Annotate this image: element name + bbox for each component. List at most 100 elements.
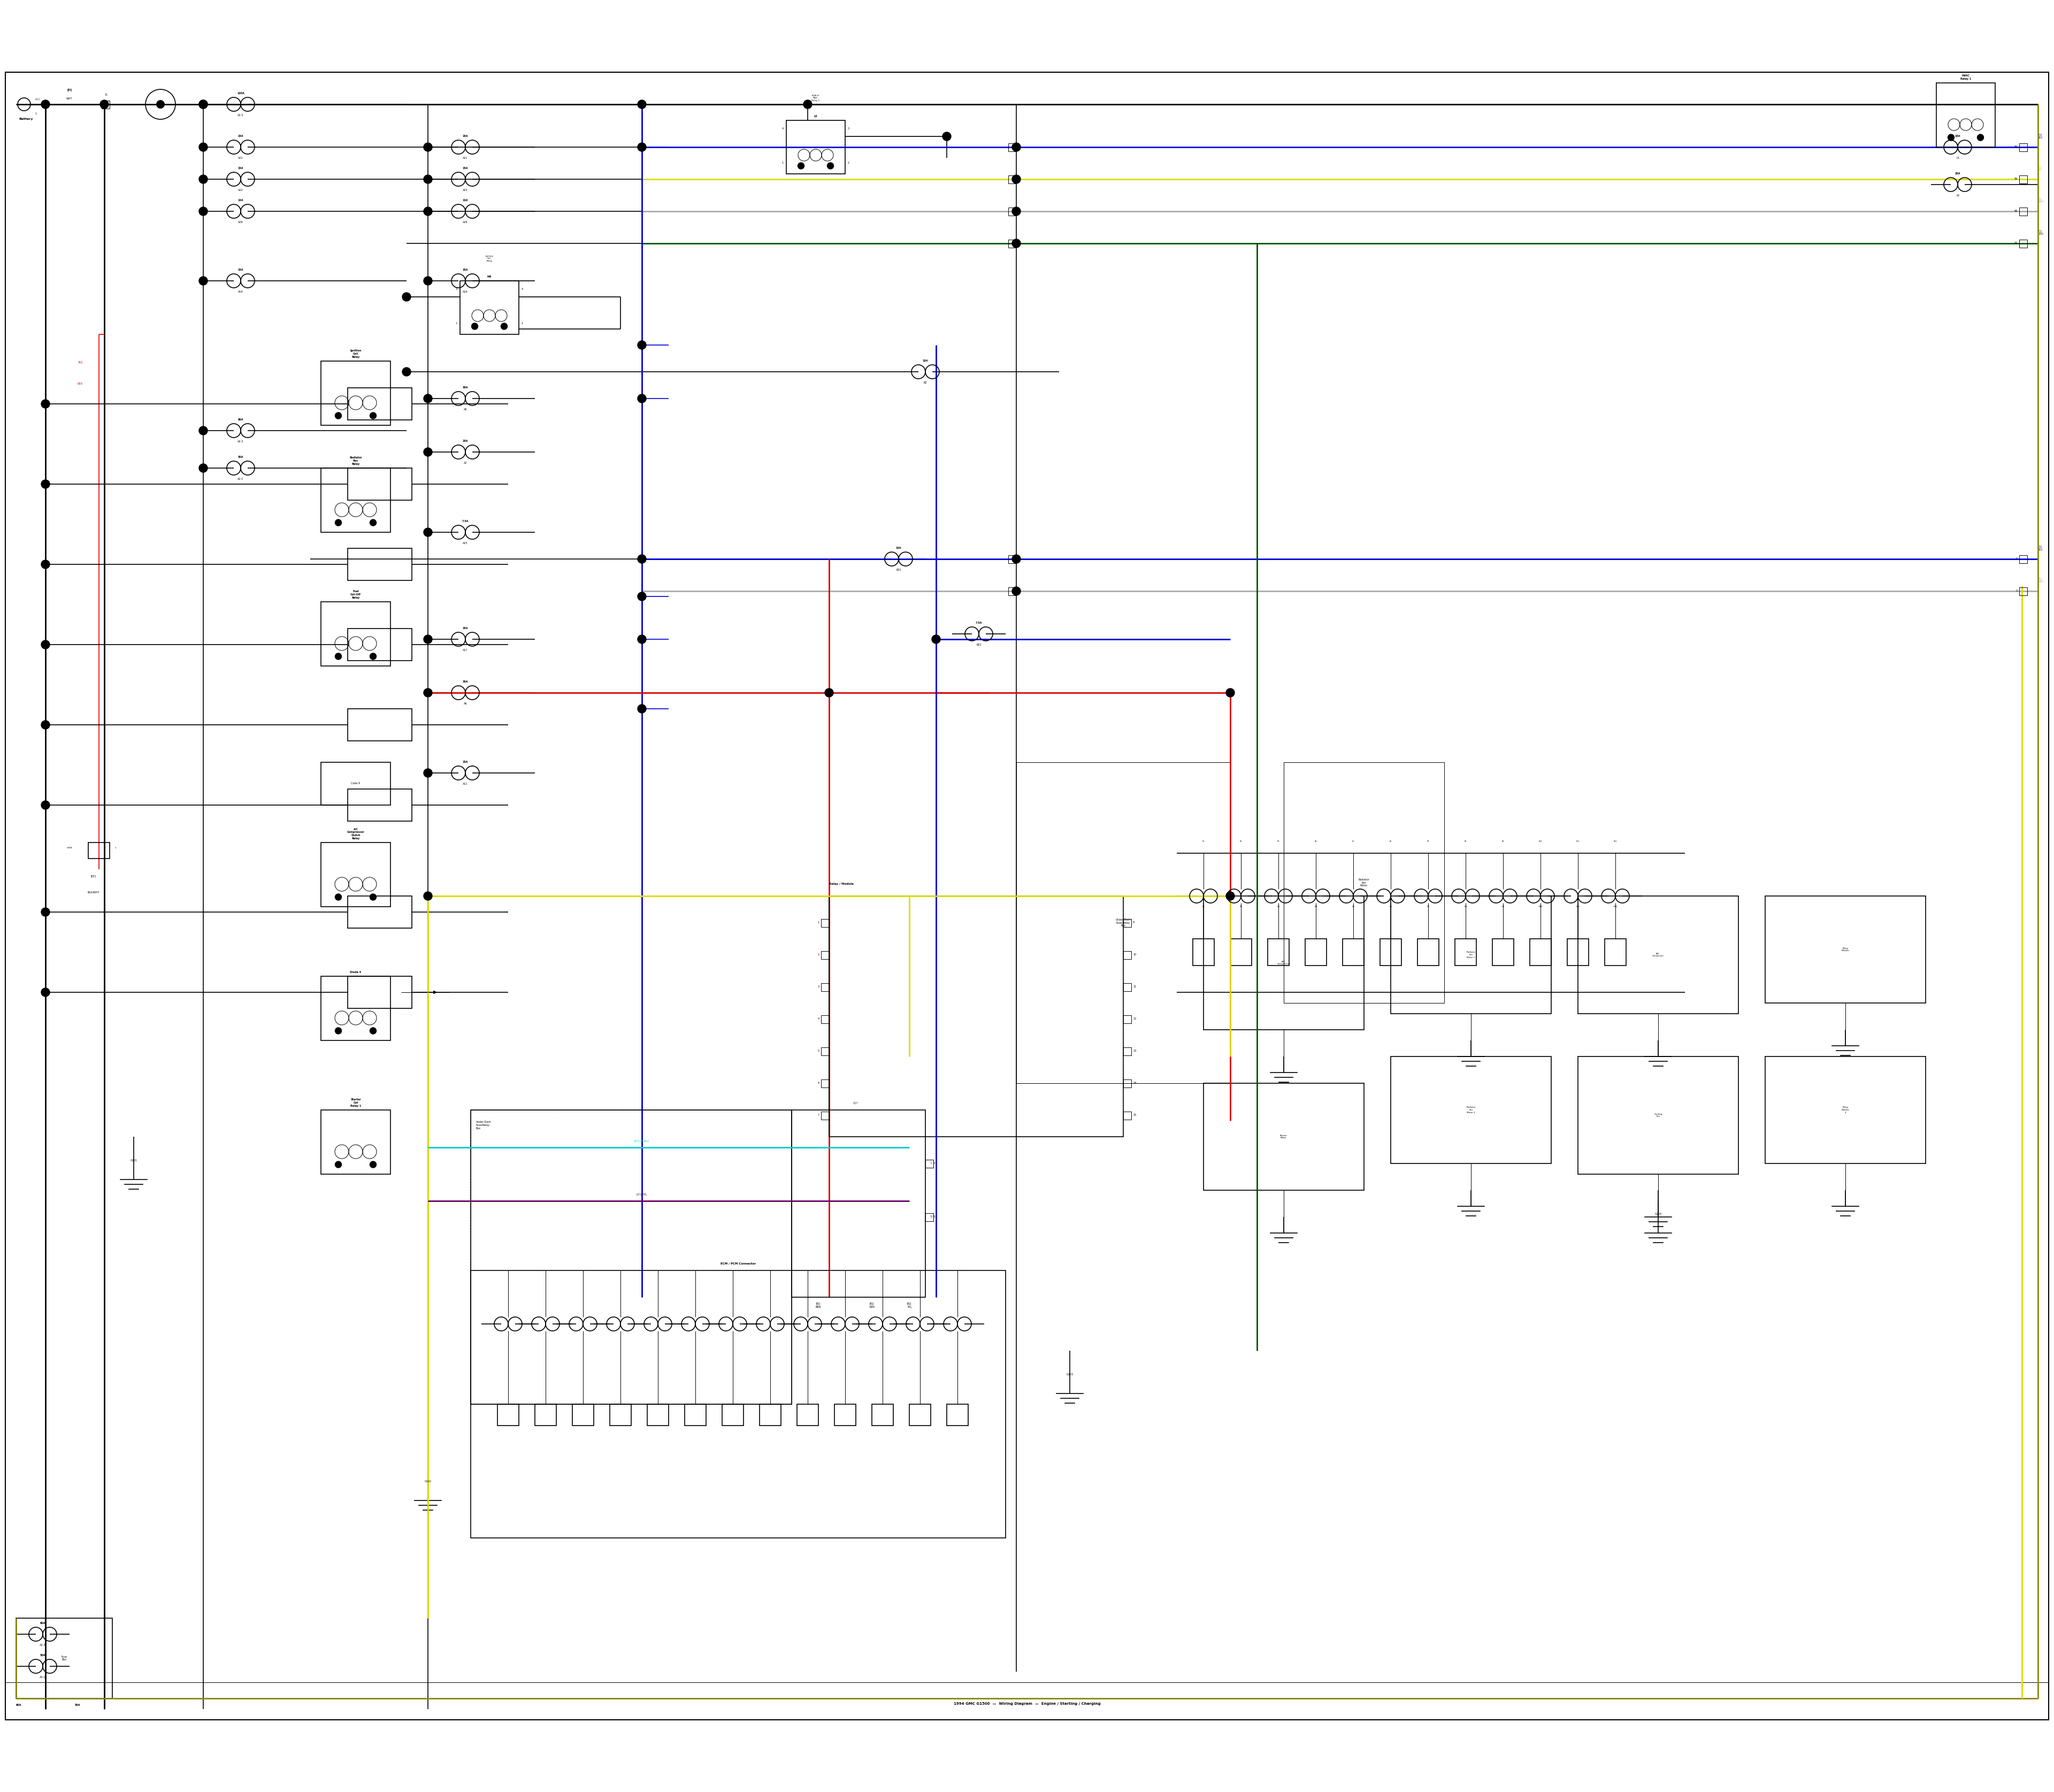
Bar [1577, 1057, 1738, 1174]
Text: 10A: 10A [238, 199, 244, 202]
Text: 15A: 15A [462, 134, 468, 138]
Text: M4: M4 [487, 276, 491, 278]
Text: Radiator
Fan
Motor: Radiator Fan Motor [1358, 878, 1370, 887]
Text: A21: A21 [462, 156, 468, 159]
Text: P5: P5 [1352, 905, 1356, 909]
Bar [16, 1618, 113, 1699]
Bar [1267, 939, 1290, 966]
Text: 100A: 100A [236, 91, 244, 95]
Text: Blower
Motor: Blower Motor [1280, 1134, 1288, 1140]
Text: 60A: 60A [238, 418, 244, 421]
Text: Radiator
Fan
Relay: Radiator Fan Relay [349, 457, 362, 466]
Text: A21: A21 [238, 156, 242, 159]
Circle shape [1978, 134, 1984, 142]
Bar [822, 984, 830, 991]
Bar [347, 468, 413, 500]
Text: 66: 66 [2015, 210, 2017, 213]
Text: 7.5A: 7.5A [976, 622, 982, 624]
Text: [EJ]
BRN: [EJ] BRN [815, 1303, 822, 1308]
Text: P6: P6 [1389, 905, 1393, 909]
Bar [1204, 1082, 1364, 1190]
Bar [760, 1405, 781, 1426]
Bar [347, 387, 413, 419]
Text: Diode 4: Diode 4 [349, 971, 362, 973]
Text: A2-1: A2-1 [39, 1676, 45, 1679]
Bar [1009, 556, 1017, 563]
Circle shape [199, 464, 207, 473]
Text: 15A: 15A [462, 269, 468, 271]
Text: P3: P3 [1278, 840, 1280, 842]
Circle shape [41, 720, 49, 729]
Text: B31: B31 [896, 568, 902, 572]
Circle shape [1226, 892, 1234, 900]
Text: G102: G102 [425, 1480, 431, 1482]
Bar [947, 1405, 967, 1426]
Text: B22: B22 [976, 643, 982, 647]
Circle shape [335, 1027, 341, 1034]
Bar [320, 468, 390, 532]
Bar [1284, 762, 1444, 1004]
Circle shape [335, 894, 341, 900]
Text: B2: B2 [924, 382, 926, 383]
Text: [EE]: [EE] [90, 874, 97, 878]
Circle shape [199, 208, 207, 215]
Bar [470, 1109, 791, 1405]
Text: 14: 14 [1134, 1082, 1136, 1084]
Bar [926, 1159, 933, 1167]
Bar [830, 896, 1124, 1136]
Bar [1493, 939, 1514, 966]
Text: P9: P9 [1501, 840, 1504, 842]
Circle shape [637, 591, 647, 600]
Bar [320, 1109, 390, 1174]
Bar [1604, 939, 1627, 966]
Bar [1009, 176, 1017, 183]
Bar [1577, 896, 1738, 1014]
Text: Relay
Module: Relay Module [1842, 948, 1849, 952]
Circle shape [41, 561, 49, 568]
Circle shape [1013, 208, 1021, 215]
Circle shape [41, 100, 49, 109]
Text: Under-Dash
Fuse/Relay
Box: Under-Dash Fuse/Relay Box [477, 1120, 491, 1129]
Text: [EJ]
BLU: [EJ] BLU [2038, 134, 2044, 140]
Bar [320, 977, 390, 1041]
Circle shape [41, 400, 49, 409]
Circle shape [423, 176, 431, 183]
Bar [684, 1405, 707, 1426]
Text: [EJ]
WHT: [EJ] WHT [2038, 577, 2044, 582]
Text: 1994 GMC G1500  —  Wiring Diagram  —  Engine / Starting / Charging: 1994 GMC G1500 — Wiring Diagram — Engine… [953, 1702, 1101, 1706]
Circle shape [370, 1161, 376, 1168]
Bar [1454, 939, 1477, 966]
Circle shape [637, 704, 647, 713]
Text: 15A: 15A [238, 167, 244, 170]
Circle shape [41, 909, 49, 916]
Bar [1764, 896, 1927, 1004]
Text: Starter
Cut
Relay 1: Starter Cut Relay 1 [351, 1098, 362, 1107]
Circle shape [423, 634, 431, 643]
Text: 15A: 15A [462, 167, 468, 170]
Circle shape [335, 1161, 341, 1168]
Text: T1: T1 [105, 93, 107, 97]
Text: P10: P10 [1538, 840, 1543, 842]
Bar [822, 1047, 830, 1055]
Circle shape [501, 323, 507, 330]
Text: P4: P4 [1315, 840, 1317, 842]
Text: [E?] LT BLU: [E?] LT BLU [635, 1140, 649, 1142]
Bar [347, 710, 413, 740]
Circle shape [423, 276, 431, 285]
Circle shape [472, 323, 479, 330]
Text: 60A: 60A [16, 1704, 23, 1706]
Bar [573, 1405, 594, 1426]
Circle shape [1013, 176, 1021, 183]
Circle shape [370, 412, 376, 419]
Bar [101, 100, 109, 108]
Text: G101: G101 [129, 1159, 138, 1161]
Circle shape [370, 1027, 376, 1034]
Circle shape [403, 367, 411, 376]
Circle shape [403, 292, 411, 301]
Text: 59: 59 [2015, 145, 2017, 149]
Bar [88, 842, 109, 858]
Text: P8: P8 [1465, 905, 1467, 909]
Circle shape [1013, 143, 1021, 151]
Text: ECM / PCM Connector: ECM / PCM Connector [721, 1262, 756, 1265]
Circle shape [423, 208, 431, 215]
